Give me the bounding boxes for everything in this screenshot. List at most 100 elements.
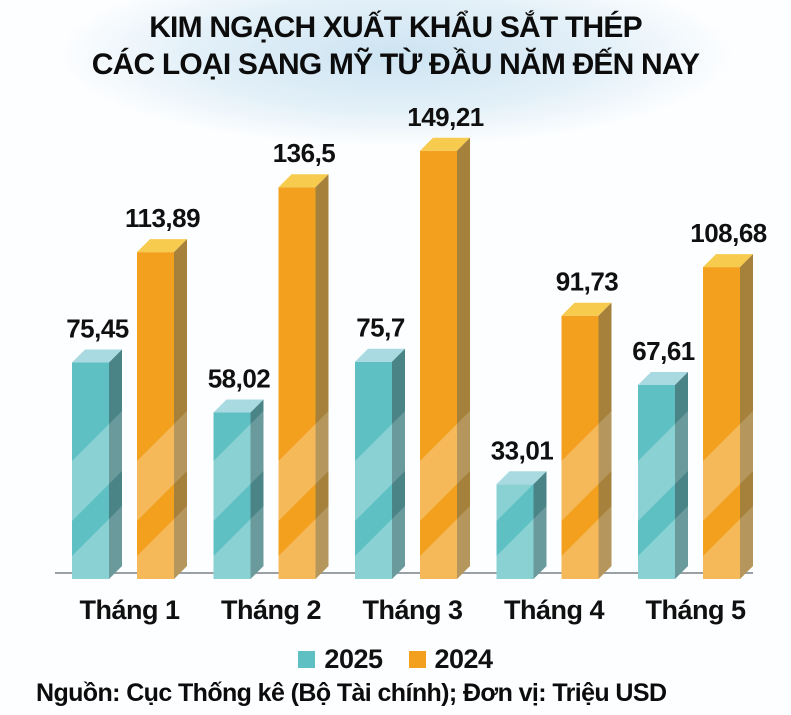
bar-side-sheen	[675, 506, 688, 579]
chart-title-line1: KIM NGẠCH XUẤT KHẨU SẮT THÉP	[149, 11, 642, 44]
bar-sheen	[561, 424, 599, 521]
chart-title: KIM NGẠCH XUẤT KHẨU SẮT THÉP CÁC LOẠI SA…	[0, 9, 791, 83]
category-label-3: Tháng 3	[362, 595, 462, 625]
bar-front-face	[638, 384, 675, 579]
bar-side-sheen	[174, 506, 187, 580]
value-label-2025-3: 75,7	[356, 313, 405, 343]
bar-sheen	[420, 519, 457, 579]
value-label-2024-4: 91,73	[556, 267, 619, 297]
value-label-2024-5: 108,68	[690, 218, 767, 248]
legend-label-2025: 2025	[324, 644, 383, 674]
bar-2024-tháng-3	[420, 137, 470, 579]
value-label-2024-1: 113,89	[125, 203, 200, 233]
bar-side-sheen	[392, 411, 405, 508]
bar-2025-tháng-2	[213, 399, 264, 579]
category-label-1: Tháng 1	[79, 595, 179, 625]
bar-2024-tháng-2	[278, 174, 329, 579]
bar-top-face	[496, 471, 547, 485]
value-label-2024-3: 149,21	[407, 102, 484, 132]
category-label-4: Tháng 4	[504, 595, 604, 625]
category-label-5: Tháng 5	[645, 595, 745, 625]
bar-top-face	[703, 254, 753, 268]
bar-side-face	[174, 239, 187, 580]
bar-front-face	[496, 484, 534, 579]
bar-side-sheen	[250, 411, 264, 508]
bar-side-sheen	[315, 411, 329, 508]
bar-top-face	[213, 399, 264, 413]
bar-sheen	[72, 424, 109, 521]
legend-item-2025: 2025	[298, 644, 383, 675]
bar-front-face	[278, 187, 316, 579]
bar-side-face	[109, 349, 122, 579]
bar-sheen	[213, 519, 251, 579]
bar-side-face	[392, 348, 405, 579]
bar-sheen	[137, 519, 174, 579]
bar-2024-tháng-4	[561, 302, 612, 579]
bar-side-face	[250, 399, 264, 579]
legend-swatch-2024-icon	[408, 651, 426, 668]
bar-side-sheen	[533, 506, 547, 579]
bar-side-sheen	[740, 506, 753, 580]
bar-side-sheen	[457, 411, 470, 508]
value-label-2025-5: 67,61	[632, 336, 695, 366]
bar-sheen	[638, 519, 675, 579]
bar-sheen	[638, 424, 675, 521]
bar-top-face	[72, 349, 122, 363]
bar-sheen	[561, 519, 599, 579]
legend-label-2024: 2024	[434, 644, 494, 674]
bar-top-face	[278, 174, 329, 188]
source-note: Nguồn: Cục Thống kê (Bộ Tài chính); Đơn …	[36, 679, 667, 707]
bar-sheen	[213, 424, 251, 521]
bar-side-face	[457, 137, 470, 579]
bar-sheen	[703, 424, 740, 521]
legend: 2025 2024	[0, 644, 791, 675]
bar-side-face	[740, 254, 753, 580]
bar-2025-tháng-4	[496, 471, 547, 579]
value-label-2025-4: 33,01	[491, 435, 554, 465]
bar-front-face	[703, 267, 740, 579]
bar-front-face	[420, 150, 457, 579]
bar-side-sheen	[250, 506, 264, 579]
bar-sheen	[355, 424, 392, 521]
bar-sheen	[137, 424, 174, 521]
legend-swatch-2025-icon	[298, 651, 316, 668]
bar-sheen	[278, 519, 316, 579]
value-label-2025-1: 75,45	[66, 313, 129, 343]
legend-item-2024: 2024	[408, 644, 494, 675]
bar-sheen	[278, 424, 316, 521]
bar-top-face	[638, 371, 688, 385]
bar-top-face	[561, 302, 612, 316]
bar-side-sheen	[109, 506, 122, 579]
bar-front-face	[72, 362, 109, 579]
bar-side-sheen	[598, 411, 612, 508]
bar-2025-tháng-3	[355, 348, 405, 579]
bar-front-face	[213, 412, 251, 579]
value-label-2024-2: 136,5	[273, 138, 336, 168]
bar-side-sheen	[598, 506, 612, 579]
bar-side-sheen	[740, 411, 753, 508]
bar-front-face	[561, 315, 599, 579]
category-label-2: Tháng 2	[221, 595, 321, 625]
bar-side-sheen	[109, 411, 122, 508]
bar-side-sheen	[174, 411, 187, 508]
bar-side-face	[675, 371, 688, 579]
bar-sheen	[496, 484, 534, 521]
bar-2025-tháng-5	[638, 371, 688, 579]
bar-side-sheen	[392, 506, 405, 579]
bar-side-face	[533, 471, 547, 579]
value-label-2025-2: 58,02	[208, 363, 271, 393]
bar-side-sheen	[675, 411, 688, 508]
bar-front-face	[137, 252, 174, 580]
bar-2024-tháng-5	[703, 254, 753, 580]
bar-2025-tháng-1	[72, 349, 122, 579]
bar-2024-tháng-1	[137, 239, 187, 580]
bar-sheen	[496, 519, 534, 579]
bar-sheen	[703, 519, 740, 579]
bar-side-sheen	[315, 506, 329, 579]
bar-sheen	[355, 519, 392, 579]
bar-top-face	[355, 348, 405, 362]
bar-front-face	[355, 361, 392, 579]
chart-title-line2: CÁC LOẠI SANG MỸ TỪ ĐẦU NĂM ĐẾN NAY	[91, 48, 700, 81]
